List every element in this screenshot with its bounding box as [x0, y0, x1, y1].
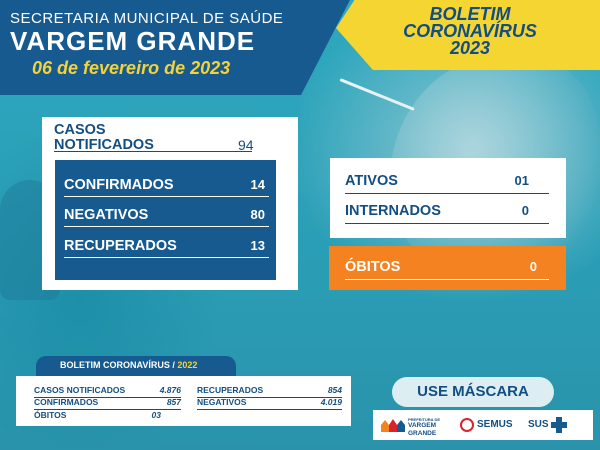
obitos-card	[329, 246, 566, 290]
cases-breakdown-panel	[55, 160, 276, 280]
row-underline	[64, 196, 269, 197]
boletim-2022-tab	[36, 356, 236, 376]
row-value: 14	[250, 177, 265, 192]
row-value: 03	[151, 410, 161, 420]
row-underline	[34, 397, 181, 398]
bulletin-date: 06 de fevereiro de 2023	[32, 58, 231, 78]
row-value: 857	[166, 397, 181, 407]
row-value: 4.876	[159, 385, 181, 395]
casos-label-line-2: NOTIFICADOS	[54, 137, 154, 153]
casos-underline	[54, 151, 252, 152]
logo-semus: SEMUS	[460, 416, 520, 434]
row-underline	[64, 257, 269, 258]
row-label: ÓBITOS	[345, 259, 401, 275]
row-underline	[34, 409, 181, 410]
use-mascara-banner: USE MÁSCARA	[392, 377, 554, 407]
row-label: INTERNADOS	[345, 203, 441, 219]
row-negativos: NEGATIVOS 80	[64, 207, 269, 227]
casos-label-line-1: CASOS	[54, 122, 106, 138]
houses-icon	[381, 419, 405, 432]
city-title: VARGEM GRANDE	[10, 26, 256, 56]
row-underline	[345, 193, 549, 194]
row-value: 0	[521, 203, 529, 218]
row-recuperados: RECUPERADOS 13	[64, 238, 269, 258]
boletim-2022-title: BOLETIM CORONAVÍRUS / 2022	[60, 360, 197, 370]
row-ativos: ATIVOS 01	[345, 173, 549, 194]
logo-vg-line-2: VARGEM	[408, 422, 437, 429]
row-label: NEGATIVOS	[197, 397, 247, 407]
logo-vg-text: PREFEITURA DE VARGEM GRANDE	[408, 417, 440, 438]
badge-line-1: BOLETIM	[429, 4, 511, 24]
active-card	[330, 158, 566, 238]
logo-vg-line-3: GRANDE	[408, 430, 437, 437]
row-underline	[64, 226, 269, 227]
row-2022-casos: CASOS NOTIFICADOS 4.876	[34, 385, 181, 398]
cross-icon	[551, 417, 567, 433]
row-value: 13	[250, 238, 265, 253]
logo-vg-line-1: PREFEITURA DE	[408, 417, 441, 422]
row-label: CONFIRMADOS	[34, 397, 99, 407]
heart-ring-icon	[460, 418, 474, 432]
row-2022-recuperados: RECUPERADOS 854	[197, 385, 342, 398]
casos-notificados-value: 94	[238, 137, 254, 153]
secretaria-title: SECRETARIA MUNICIPAL DE SAÚDE	[10, 10, 284, 27]
row-internados: INTERNADOS 0	[345, 203, 549, 224]
logo-semus-text: SEMUS	[477, 419, 513, 430]
row-2022-confirmados: CONFIRMADOS 857	[34, 397, 181, 410]
badge-line-3: 2023	[449, 38, 491, 58]
row-label: NEGATIVOS	[64, 207, 149, 223]
logo-sus: SUS	[528, 414, 568, 436]
boletim-2022-title-text: BOLETIM CORONAVÍRUS /	[60, 360, 175, 370]
boletim-2022-year: 2022	[177, 360, 198, 370]
row-underline	[197, 397, 342, 398]
row-label: RECUPERADOS	[64, 238, 177, 254]
row-confirmados: CONFIRMADOS 14	[64, 177, 269, 197]
row-underline	[197, 409, 342, 410]
boletim-badge	[336, 0, 600, 70]
logo-sus-text: SUS	[528, 419, 549, 430]
boletim-2022-box	[16, 376, 351, 426]
row-value: 4.019	[320, 397, 342, 407]
row-underline	[345, 223, 549, 224]
row-obitos: ÓBITOS 0	[345, 259, 549, 280]
row-label: ÓBITOS	[34, 410, 67, 420]
logo-vargem-grande: PREFEITURA DE VARGEM GRANDE	[380, 414, 450, 438]
row-underline	[345, 279, 549, 280]
row-value: 01	[514, 173, 529, 188]
badge-line-2: CORONAVÍRUS	[403, 21, 537, 41]
casos-notificados-label: CASOS NOTIFICADOS	[54, 123, 154, 153]
row-label: ATIVOS	[345, 173, 398, 189]
row-value: 80	[250, 207, 265, 222]
row-2022-negativos: NEGATIVOS 4.019	[197, 397, 342, 410]
row-value: 854	[327, 385, 342, 395]
row-2022-obitos: ÓBITOS 03	[34, 410, 161, 421]
header-banner	[0, 0, 350, 95]
row-label: CONFIRMADOS	[64, 177, 174, 193]
row-label: CASOS NOTIFICADOS	[34, 385, 126, 395]
row-value: 0	[529, 259, 537, 274]
row-label: RECUPERADOS	[197, 385, 264, 395]
